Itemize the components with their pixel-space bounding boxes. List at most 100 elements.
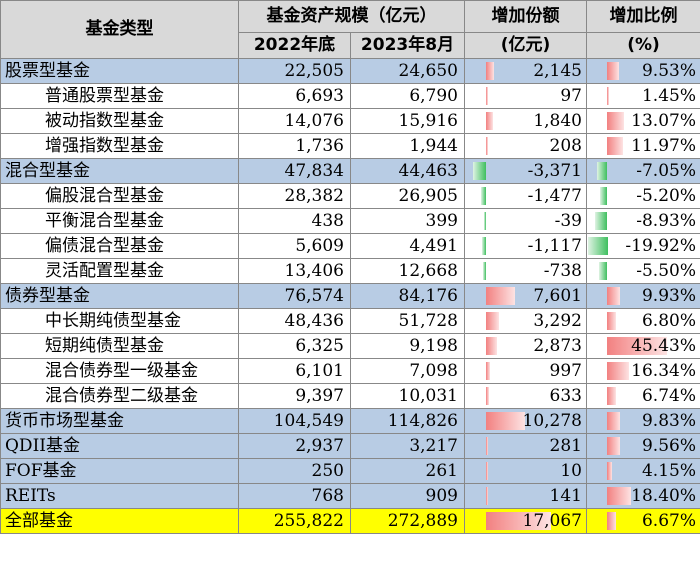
scale-2022-cell: 5,609: [238, 233, 351, 259]
value-text: 6.74%: [641, 385, 696, 406]
scale-2022-cell: 104,549: [238, 408, 351, 434]
scale-2022-cell: 438: [238, 208, 351, 234]
table-row: REITs 768 909 141 18.40%: [0, 483, 700, 509]
increase-amount-cell: -3,371: [464, 158, 587, 184]
value-text: 10: [560, 460, 582, 481]
value-text: 141: [549, 485, 582, 506]
value-text: 997: [549, 360, 582, 381]
scale-2022-cell: 768: [238, 483, 351, 509]
value-text: -3,371: [527, 160, 582, 181]
fund-type-name: 平衡混合型基金: [0, 208, 239, 234]
increase-pct-cell: -5.50%: [586, 258, 700, 284]
positive-databar: [606, 437, 620, 455]
increase-amount-cell: 141: [464, 483, 587, 509]
scale-2022-cell: 250: [238, 458, 351, 484]
value-text: 208: [549, 135, 582, 156]
scale-2023-cell: 261: [350, 458, 465, 484]
fund-type-name: 混合债券型二级基金: [0, 383, 239, 409]
scale-2023-cell: 15,916: [350, 108, 465, 134]
table-row: 混合型基金 47,834 44,463 -3,371 -7.05%: [0, 158, 700, 184]
scale-2023-cell: 272,889: [350, 508, 465, 534]
fund-type-name: 混合型基金: [0, 158, 239, 184]
increase-amount-cell: 281: [464, 433, 587, 459]
fund-scale-table: 基金类型 基金资产规模（亿元） 增加份额 增加比例 2022年底 2023年8月…: [0, 0, 700, 534]
value-text: 7,601: [533, 285, 582, 306]
scale-2023-cell: 26,905: [350, 183, 465, 209]
value-text: -19.92%: [625, 235, 696, 256]
value-text: -5.50%: [636, 260, 696, 281]
value-text: -39: [554, 210, 582, 231]
value-text: -1,477: [527, 185, 582, 206]
increase-pct-cell: 9.56%: [586, 433, 700, 459]
header-2023-aug: 2023年8月: [350, 32, 465, 59]
value-text: -738: [543, 260, 582, 281]
fund-type-name: QDII基金: [0, 433, 239, 459]
scale-2023-cell: 909: [350, 483, 465, 509]
value-text: -1,117: [527, 235, 582, 256]
increase-amount-cell: 10,278: [464, 408, 587, 434]
value-text: 1.45%: [641, 85, 696, 106]
increase-pct-cell: 9.53%: [586, 58, 700, 84]
increase-pct-cell: -7.05%: [586, 158, 700, 184]
positive-databar: [486, 337, 498, 355]
header-increase-amount-unit: (亿元): [464, 32, 587, 59]
scale-2023-cell: 44,463: [350, 158, 465, 184]
header-asset-scale: 基金资产规模（亿元）: [238, 0, 465, 33]
increase-amount-cell: 10: [464, 458, 587, 484]
fund-type-name: 灵活配置型基金: [0, 258, 239, 284]
fund-type-name: 增强指数型基金: [0, 133, 239, 159]
table-row: 偏债混合型基金 5,609 4,491 -1,117 -19.92%: [0, 233, 700, 259]
negative-databar: [481, 237, 487, 255]
positive-databar: [486, 312, 499, 330]
increase-amount-cell: 1,840: [464, 108, 587, 134]
positive-databar: [606, 112, 625, 130]
positive-databar: [486, 412, 526, 430]
scale-2023-cell: 9,198: [350, 333, 465, 359]
header-2022-end: 2022年底: [238, 32, 351, 59]
scale-2023-cell: 7,098: [350, 358, 465, 384]
scale-2023-cell: 399: [350, 208, 465, 234]
fund-type-name: 中长期纯债型基金: [0, 308, 239, 334]
increase-amount-cell: 633: [464, 383, 587, 409]
scale-2022-cell: 6,101: [238, 358, 351, 384]
increase-pct-cell: 11.97%: [586, 133, 700, 159]
value-text: 6.67%: [641, 510, 696, 531]
positive-databar: [606, 487, 632, 505]
value-text: 16.34%: [631, 360, 696, 381]
value-text: 4.15%: [641, 460, 696, 481]
table-row: 货币市场型基金 104,549 114,826 10,278 9.83%: [0, 408, 700, 434]
increase-pct-cell: 1.45%: [586, 83, 700, 109]
value-text: -5.20%: [636, 185, 696, 206]
negative-databar: [588, 237, 608, 255]
scale-2022-cell: 76,574: [238, 283, 351, 309]
table-row: FOF基金 250 261 10 4.15%: [0, 458, 700, 484]
increase-amount-cell: -738: [464, 258, 587, 284]
increase-pct-cell: 45.43%: [586, 333, 700, 359]
positive-databar: [486, 512, 552, 530]
increase-amount-cell: -39: [464, 208, 587, 234]
increase-pct-cell: 6.67%: [586, 508, 700, 534]
fund-type-name: 短期纯债型基金: [0, 333, 239, 359]
negative-databar: [594, 212, 607, 230]
increase-pct-cell: 18.40%: [586, 483, 700, 509]
negative-databar: [597, 162, 607, 180]
scale-2023-cell: 51,728: [350, 308, 465, 334]
value-text: 45.43%: [631, 335, 696, 356]
positive-databar: [606, 87, 609, 105]
positive-databar: [486, 462, 489, 480]
negative-databar: [480, 187, 487, 205]
value-text: -8.93%: [636, 210, 696, 231]
fund-type-name: 被动指数型基金: [0, 108, 239, 134]
fund-type-name: 普通股票型基金: [0, 83, 239, 109]
scale-2023-cell: 6,790: [350, 83, 465, 109]
increase-pct-cell: 9.93%: [586, 283, 700, 309]
increase-pct-cell: -19.92%: [586, 233, 700, 259]
value-text: 11.97%: [631, 135, 696, 156]
increase-pct-cell: -5.20%: [586, 183, 700, 209]
positive-databar: [606, 337, 668, 355]
positive-databar: [606, 412, 620, 430]
increase-pct-cell: 6.80%: [586, 308, 700, 334]
value-text: 2,873: [533, 335, 582, 356]
fund-type-name: 偏股混合型基金: [0, 183, 239, 209]
value-text: 281: [549, 435, 582, 456]
